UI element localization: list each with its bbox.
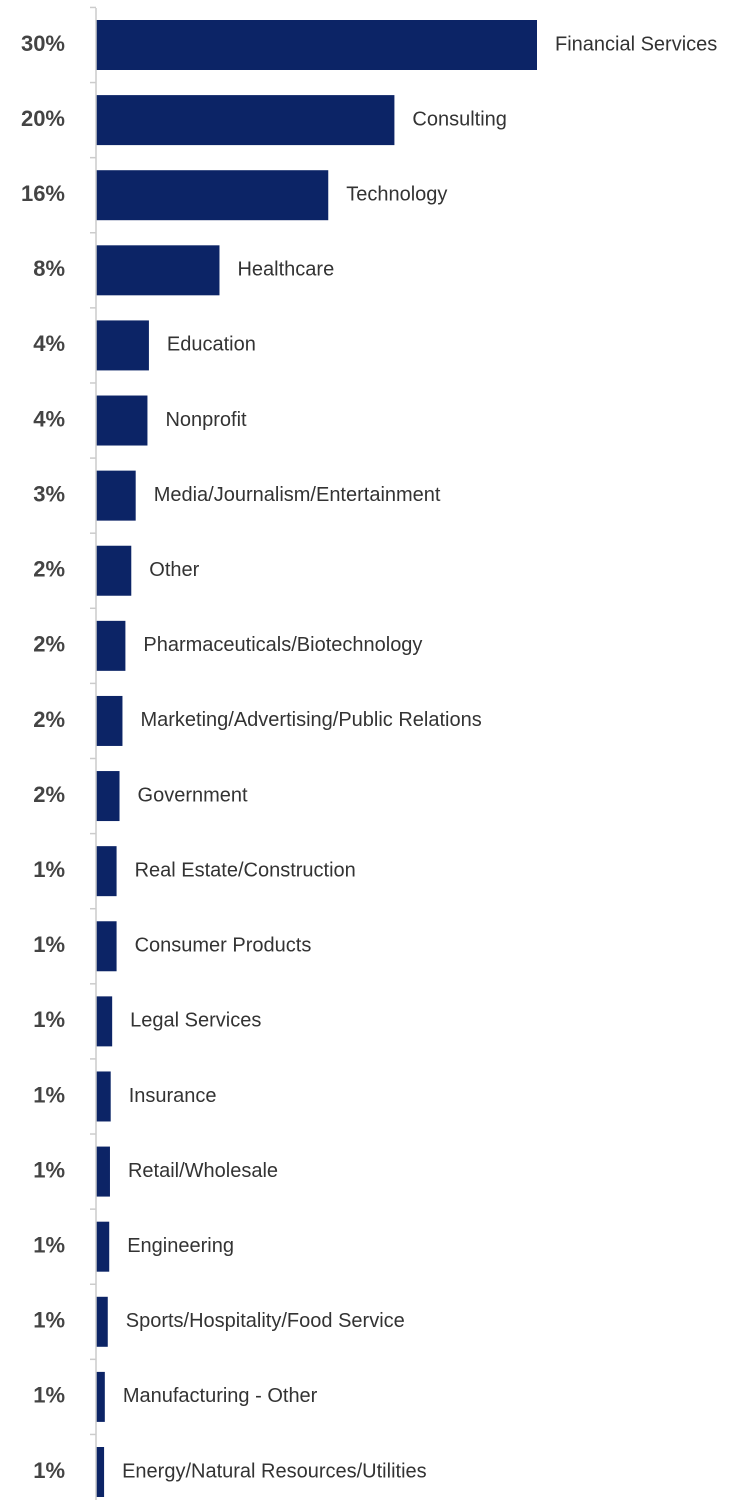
value-label: 4% [33,406,65,431]
value-label: 1% [33,857,65,882]
bar [96,620,126,671]
value-label: 1% [33,1082,65,1107]
category-label: Nonprofit [165,409,247,431]
category-label: Technology [346,183,447,205]
value-label: 3% [33,481,65,506]
value-label: 1% [33,1308,65,1333]
value-label: 1% [33,932,65,957]
bar [96,1146,110,1197]
bar [96,846,117,897]
category-label: Manufacturing - Other [123,1385,318,1407]
category-label: Engineering [127,1235,234,1257]
category-label: Consulting [412,108,507,130]
category-label: Marketing/Advertising/Public Relations [140,709,481,731]
value-label: 2% [33,782,65,807]
category-label: Retail/Wholesale [128,1160,278,1182]
category-label: Government [138,784,248,806]
bar [96,545,132,596]
category-label: Other [149,559,199,581]
value-label: 1% [33,1157,65,1182]
value-label: 8% [33,256,65,281]
value-label: 2% [33,632,65,657]
value-label: 1% [33,1458,65,1483]
value-label: 2% [33,557,65,582]
bar [96,771,120,822]
bar [96,470,136,521]
category-label: Real Estate/Construction [135,859,356,881]
category-label: Energy/Natural Resources/Utilities [122,1460,427,1482]
value-label: 1% [33,1383,65,1408]
category-label: Pharmaceuticals/Biotechnology [143,634,422,656]
value-label: 4% [33,331,65,356]
value-label: 1% [33,1007,65,1032]
bar [96,395,148,446]
bar [96,1371,105,1422]
bar [96,695,123,746]
value-label: 30% [21,31,65,56]
bar [96,20,537,70]
bar [96,996,113,1047]
category-label: Insurance [129,1085,217,1107]
bar [96,1221,110,1272]
bar [96,95,395,146]
bar [96,1071,111,1122]
category-label: Healthcare [237,259,334,281]
bar [96,1447,105,1497]
category-label: Financial Services [555,33,717,55]
bar [96,245,220,296]
category-label: Consumer Products [135,935,312,957]
bar [96,921,117,972]
bar [96,170,329,221]
category-label: Education [167,334,256,356]
value-label: 2% [33,707,65,732]
value-label: 1% [33,1232,65,1257]
bar [96,320,149,371]
category-label: Sports/Hospitality/Food Service [126,1310,405,1332]
value-label: 20% [21,106,65,131]
value-label: 16% [21,181,65,206]
category-label: Media/Journalism/Entertainment [154,484,441,506]
category-label: Legal Services [130,1010,261,1032]
bar [96,1296,108,1347]
